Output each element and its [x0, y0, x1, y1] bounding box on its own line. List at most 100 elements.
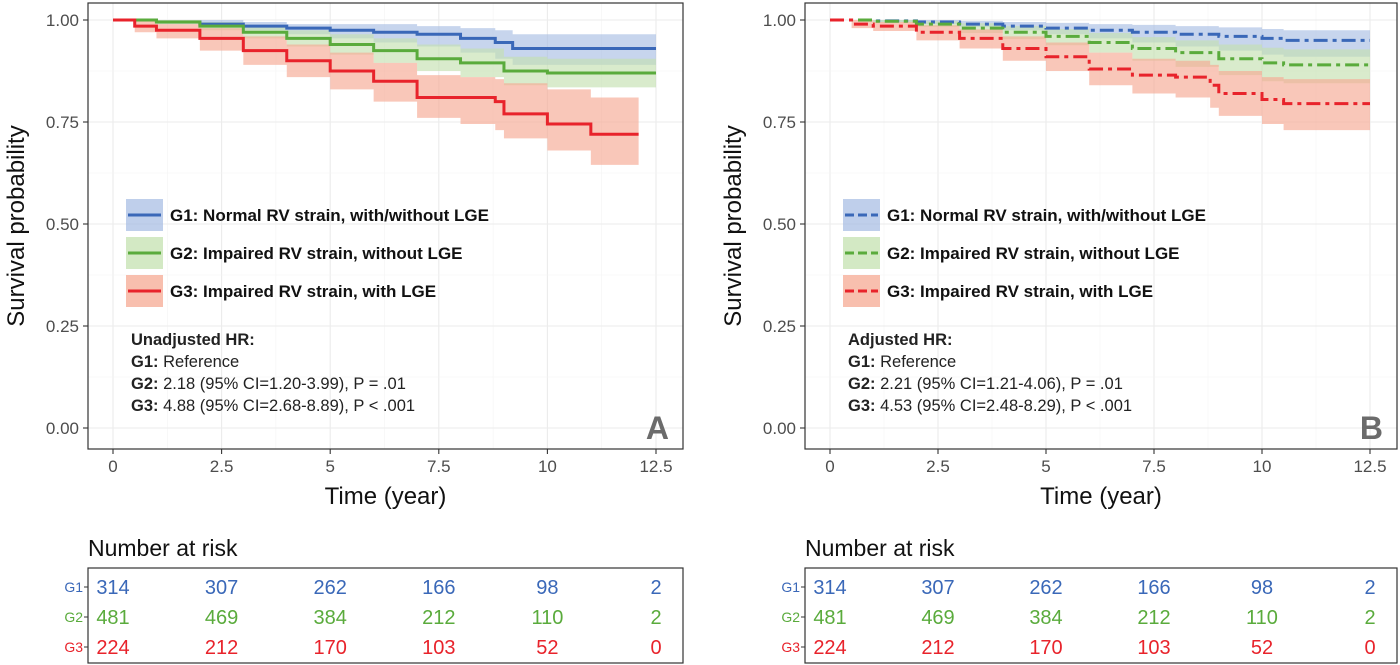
hr-line-2: G2: 2.21 (95% CI=1.21-4.06), P = .01 [848, 375, 1123, 393]
x-axis-title: Time (year) [1040, 483, 1162, 510]
ci-band-g3 [830, 20, 1370, 131]
risk-count: 481 [96, 607, 129, 629]
legend-label-g2: G2: Impaired RV strain, without LGE [170, 244, 463, 263]
hr-group-label: G1: [848, 353, 876, 371]
risk-count: 224 [813, 637, 846, 659]
legend-label-g1: G1: Normal RV strain, with/without LGE [887, 206, 1206, 225]
hr-line-1: G1: Reference [131, 353, 239, 371]
ci-band-g3 [113, 20, 639, 165]
risk-count: 2 [1364, 607, 1375, 629]
y-tick-label: 0.00 [763, 419, 796, 438]
panel-b: 0.00 0.25 0.50 0.75 1.00 0 2.5 5 7.5 10 12.5 Time (… [720, 2, 1398, 664]
legend-label-g2: G2: Impaired RV strain, without LGE [887, 244, 1180, 263]
x-tick-label: 2.5 [210, 457, 234, 476]
panel-a: 0.00 0.25 0.50 0.75 1.00 0 2.5 5 7.5 10 12.5 Time (… [3, 2, 684, 664]
risk-count: 52 [536, 637, 558, 659]
risk-count: 2 [650, 577, 661, 599]
risk-row-label-g3: G3 [64, 639, 83, 655]
hr-line-3: G3: 4.88 (95% CI=2.68-8.89), P < .001 [131, 397, 415, 415]
risk-count: 103 [422, 637, 455, 659]
risk-count: 2 [1364, 577, 1375, 599]
y-axis-title: Survival probability [3, 125, 30, 326]
x-tick-label: 7.5 [1142, 457, 1166, 476]
x-tick-label: 10 [1253, 457, 1272, 476]
hr-title: Adjusted HR: [848, 331, 953, 349]
x-tick-label: 5 [1041, 457, 1050, 476]
x-tick-label: 2.5 [926, 457, 950, 476]
hr-title: Unadjusted HR: [131, 331, 255, 349]
risk-row-label-g1: G1 [781, 579, 800, 595]
x-tick-label: 7.5 [427, 457, 451, 476]
hr-p-value: P = .01 [1070, 375, 1122, 393]
plot-frame [87, 2, 684, 450]
plot-frame [804, 2, 1398, 450]
risk-count: 110 [531, 607, 563, 629]
hr-line-2: G2: 2.18 (95% CI=1.20-3.99), P = .01 [131, 375, 406, 393]
risk-count: 0 [1364, 637, 1375, 659]
survival-line-g2 [830, 18, 1370, 67]
risk-count: 98 [536, 577, 558, 599]
panel-letter: A [646, 410, 669, 446]
y-tick-label: 0.25 [763, 317, 796, 336]
y-tick-label: 1.00 [46, 11, 79, 30]
x-tick-label: 5 [325, 457, 334, 476]
risk-table-frame [87, 567, 684, 664]
risk-count: 2 [650, 607, 661, 629]
risk-count: 170 [1029, 637, 1062, 659]
x-tick-label: 10 [538, 457, 557, 476]
hr-value: 4.53 (95% CI=2.48-8.29), [876, 397, 1071, 415]
y-tick-label: 0.50 [46, 215, 79, 234]
x-tick-label: 12.5 [639, 457, 672, 476]
hr-group-label: G3: [131, 397, 159, 415]
y-tick-label: 1.00 [763, 11, 796, 30]
risk-count: 212 [921, 637, 954, 659]
risk-count: 262 [1029, 577, 1062, 599]
risk-count: 103 [1137, 637, 1170, 659]
hr-value: Reference [159, 353, 240, 371]
hr-p-value: P < .001 [1070, 397, 1132, 415]
risk-count: 212 [422, 607, 455, 629]
risk-count: 262 [314, 577, 347, 599]
risk-count: 0 [650, 637, 661, 659]
hr-value: 2.18 (95% CI=1.20-3.99), [159, 375, 354, 393]
hr-value: Reference [876, 353, 957, 371]
panel-letter: B [1360, 410, 1383, 446]
risk-count: 212 [1137, 607, 1170, 629]
hr-group-label: G3: [848, 397, 876, 415]
risk-row-label-g3: G3 [781, 639, 800, 655]
risk-count: 469 [921, 607, 954, 629]
y-tick-label: 0.25 [46, 317, 79, 336]
hr-line-1: G1: Reference [848, 353, 956, 371]
y-tick-label: 0.75 [46, 113, 79, 132]
hr-value: 2.21 (95% CI=1.21-4.06), [876, 375, 1071, 393]
risk-count: 314 [813, 577, 846, 599]
y-tick-label: 0.75 [763, 113, 796, 132]
hr-p-value: P = .01 [353, 375, 405, 393]
risk-row-label-g2: G2 [64, 609, 83, 625]
risk-count: 170 [314, 637, 347, 659]
hr-p-value: P < .001 [353, 397, 415, 415]
x-tick-label: 0 [825, 457, 834, 476]
survival-line-g3 [113, 18, 639, 136]
risk-count: 384 [314, 607, 347, 629]
risk-row-label-g2: G2 [781, 609, 800, 625]
legend-label-g3: G3: Impaired RV strain, with LGE [170, 282, 436, 301]
x-axis-title: Time (year) [325, 483, 447, 510]
hr-group-label: G2: [848, 375, 876, 393]
y-tick-label: 0.50 [763, 215, 796, 234]
risk-count: 98 [1251, 577, 1273, 599]
hr-line-3: G3: 4.53 (95% CI=2.48-8.29), P < .001 [848, 397, 1132, 415]
risk-table-frame [804, 567, 1398, 664]
risk-count: 212 [205, 637, 238, 659]
x-tick-label: 0 [108, 457, 117, 476]
risk-row-label-g1: G1 [64, 579, 83, 595]
hr-value: 4.88 (95% CI=2.68-8.89), [159, 397, 354, 415]
x-tick-label: 12.5 [1353, 457, 1386, 476]
risk-count: 469 [205, 607, 238, 629]
survival-line-g2 [113, 18, 656, 75]
hr-group-label: G1: [131, 353, 159, 371]
risk-count: 481 [813, 607, 846, 629]
risk-count: 307 [921, 577, 954, 599]
risk-count: 224 [96, 637, 129, 659]
